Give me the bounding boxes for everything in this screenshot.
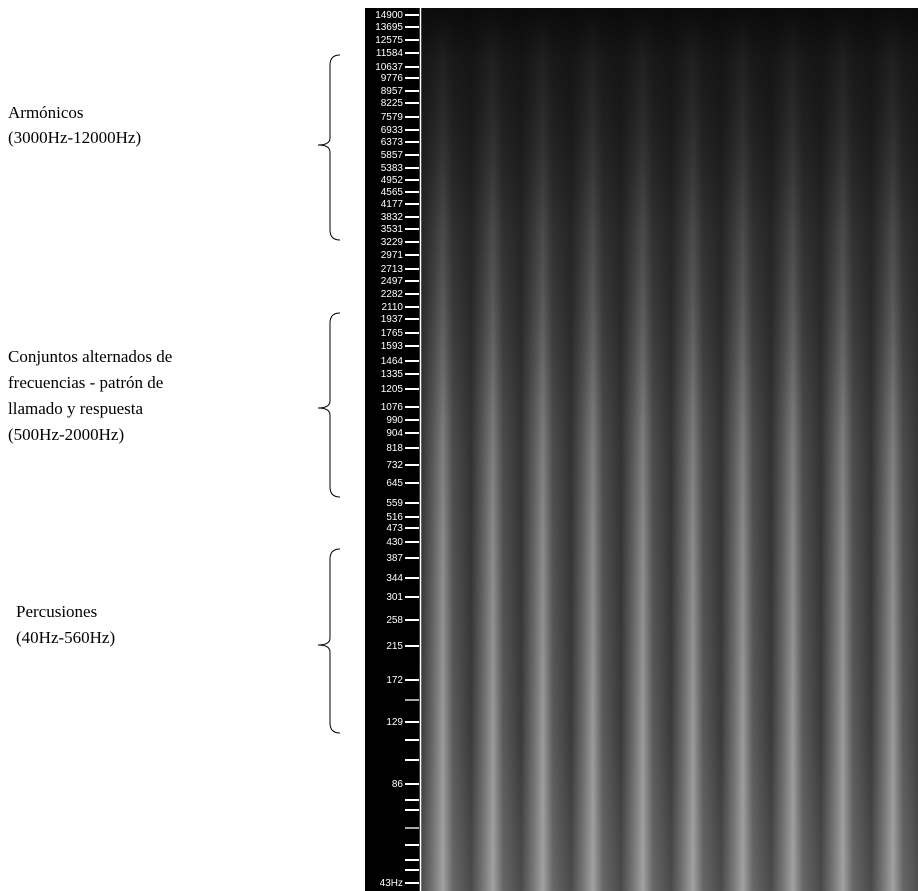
axis-label: 2497 (381, 276, 404, 287)
axis-label: 14900 (375, 10, 403, 21)
axis-label: 10637 (375, 62, 403, 73)
axis-label: 2971 (381, 250, 404, 261)
axis-label: 12575 (375, 35, 403, 46)
axis-label: 387 (386, 553, 403, 564)
annotation: Conjuntos alternados de (8, 347, 172, 366)
axis-label: 430 (386, 537, 403, 548)
axis-label: 4177 (381, 199, 404, 210)
axis-label: 4952 (381, 175, 404, 186)
axis-label: 1937 (381, 314, 404, 325)
axis-label: 301 (386, 592, 403, 603)
annotation: frecuencias - patrón de (8, 373, 163, 392)
axis-label: 11584 (376, 48, 404, 59)
axis-label: 1076 (381, 402, 404, 413)
axis-label: 172 (386, 675, 403, 686)
annotation: Armónicos (8, 103, 84, 122)
axis-label: 559 (386, 498, 403, 509)
spectrogram (421, 8, 918, 891)
axis-label: 258 (386, 615, 403, 626)
axis-label: 2110 (381, 302, 403, 313)
axis-label: 1464 (381, 356, 404, 367)
annotation: (3000Hz-12000Hz) (8, 128, 141, 147)
axis-label: 2282 (381, 289, 404, 300)
axis-label: 5383 (381, 163, 404, 174)
axis-label: 129 (386, 717, 403, 728)
axis-label: 516 (386, 512, 403, 523)
axis-label: 473 (386, 523, 403, 534)
axis-label: 8957 (381, 86, 404, 97)
axis-label: 904 (386, 428, 403, 439)
axis-label: 344 (386, 573, 403, 584)
axis-label: 4565 (381, 187, 404, 198)
axis-label: 1335 (381, 369, 404, 380)
axis-label: 6373 (381, 137, 404, 148)
axis-label: 1205 (381, 384, 404, 395)
axis-label: 8225 (381, 98, 404, 109)
brace (317, 548, 341, 734)
annotation: llamado y respuesta (8, 399, 143, 418)
axis-label: 645 (386, 478, 403, 489)
axis-label: 86 (392, 779, 404, 790)
axis-label: 1593 (381, 341, 404, 352)
axis-label: 7579 (381, 112, 404, 123)
axis-label: 2713 (381, 264, 404, 275)
axis-label: 9776 (381, 73, 404, 84)
axis-label: 3531 (381, 224, 404, 235)
axis-label: 13695 (375, 22, 403, 33)
axis-label: 732 (386, 460, 403, 471)
axis-label: 818 (386, 443, 403, 454)
annotation: (500Hz-2000Hz) (8, 425, 124, 444)
axis-label: 43Hz (380, 878, 403, 889)
brace (317, 54, 341, 241)
axis-label: 990 (386, 415, 403, 426)
axis-label: 5857 (381, 150, 404, 161)
annotation: Percusiones (16, 602, 97, 621)
axis-label: 3832 (381, 212, 404, 223)
axis-label: 215 (386, 641, 403, 652)
annotation: (40Hz-560Hz) (16, 628, 115, 647)
axis-label: 1765 (381, 328, 404, 339)
axis-label: 3229 (381, 237, 404, 248)
axis-label: 6933 (381, 125, 404, 136)
brace (317, 312, 341, 498)
